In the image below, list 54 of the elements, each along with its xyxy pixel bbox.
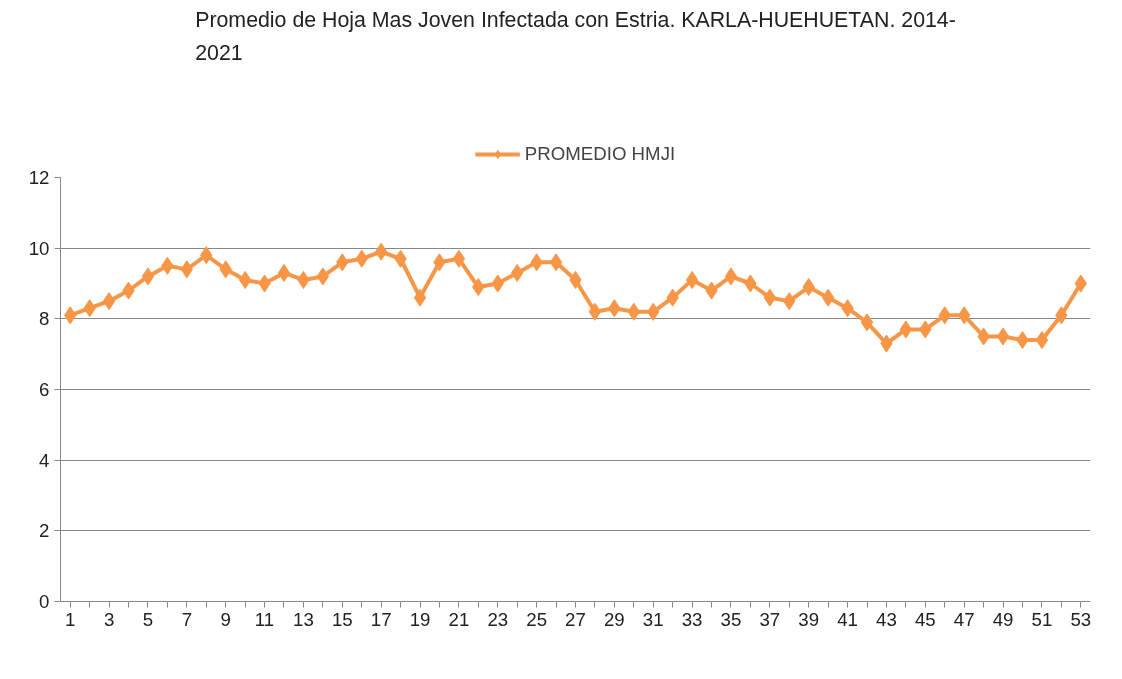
x-tick-label: 37 — [759, 608, 781, 630]
x-tick-label: 13 — [293, 608, 314, 630]
x-tick-label: 43 — [876, 608, 897, 630]
x-tick-label: 23 — [487, 608, 509, 630]
x-tick-label: 39 — [798, 608, 820, 630]
y-tick-label: 12 — [28, 167, 50, 188]
x-tick-label: 5 — [142, 608, 154, 630]
x-tick-label: 25 — [526, 608, 548, 630]
point — [549, 253, 563, 272]
x-tick-label: 35 — [720, 608, 742, 630]
point — [374, 242, 388, 261]
y-tick-label: 10 — [28, 237, 50, 259]
y-tick-label: 4 — [39, 449, 50, 471]
x-tick-label: 27 — [565, 608, 586, 630]
chart-title: Promedio de Hoja Mas Joven Infectada con Estria. KARLA-HUEHUETAN. 2014- 2021 — [195, 7, 956, 66]
x-tick-label: 45 — [914, 608, 936, 630]
y-tick-label: 0 — [39, 591, 50, 612]
point — [1035, 331, 1049, 350]
x-tick-label: 51 — [1031, 608, 1053, 630]
point — [238, 270, 252, 289]
point — [102, 292, 116, 311]
x-tick-label: 47 — [953, 608, 975, 630]
point — [588, 302, 602, 321]
point — [724, 267, 738, 286]
point — [277, 263, 291, 282]
point — [996, 327, 1010, 346]
x-tick-label: 17 — [370, 608, 392, 630]
x-tick-label: 33 — [681, 608, 703, 630]
x-tick-label: 53 — [1070, 608, 1092, 630]
x-tick-label: 7 — [181, 608, 193, 630]
y-tick-label: 8 — [39, 308, 50, 330]
x-tick-label: 15 — [331, 608, 353, 630]
legend-label: PROMEDIO HMJI — [524, 143, 676, 165]
point — [821, 288, 835, 307]
x-tick-label: 1 — [65, 608, 76, 630]
point — [860, 313, 874, 332]
y-tick-label: 2 — [39, 520, 50, 542]
x-tick-label: 31 — [642, 608, 664, 630]
x-tick-label: 11 — [254, 608, 275, 630]
x-tick-label: 29 — [603, 608, 625, 630]
point — [452, 249, 466, 268]
point — [316, 267, 330, 286]
point — [763, 288, 777, 307]
x-tick-label: 19 — [409, 608, 431, 630]
x-tick-label: 9 — [220, 608, 231, 630]
y-tick-label: 6 — [39, 379, 50, 400]
x-tick-label: 41 — [837, 608, 858, 630]
x-tick-label: 49 — [992, 608, 1014, 630]
point — [685, 270, 699, 289]
point — [899, 320, 913, 339]
x-tick-label: 21 — [448, 608, 470, 630]
point — [413, 288, 427, 307]
x-tick-label: 3 — [103, 608, 115, 630]
point — [141, 267, 155, 286]
